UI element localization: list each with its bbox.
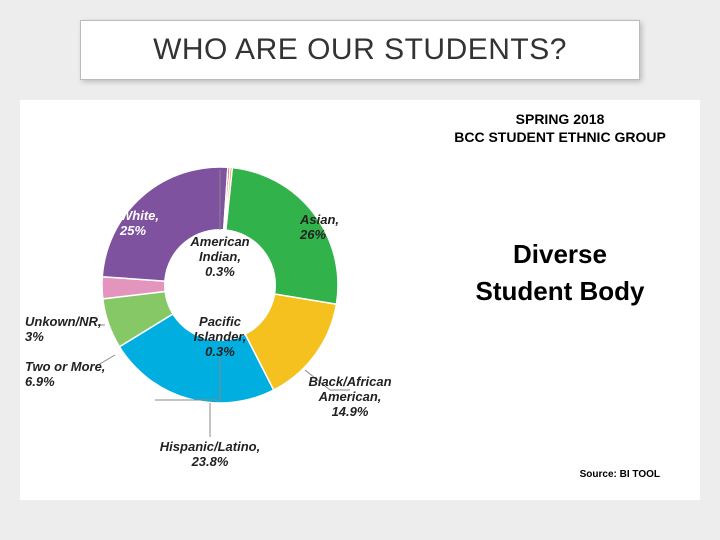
- label-unk: Unkown/NR,3%: [25, 315, 102, 345]
- page-title: WHO ARE OUR STUDENTS?: [153, 33, 567, 67]
- highlight-text: Diverse Student Body: [430, 236, 690, 309]
- label-black: Black/AfricanAmerican,14.9%: [308, 375, 391, 420]
- label-amind: AmericanIndian,0.3%: [190, 235, 249, 280]
- title-container: WHO ARE OUR STUDENTS?: [80, 20, 640, 80]
- label-hisp: Hispanic/Latino,23.8%: [160, 440, 260, 470]
- chart-subtitle: SPRING 2018 BCC STUDENT ETHNIC GROUP: [430, 110, 690, 146]
- label-pac: PacificIslander,0.3%: [194, 315, 247, 360]
- label-asian: Asian,26%: [300, 213, 339, 243]
- right-text-panel: SPRING 2018 BCC STUDENT ETHNIC GROUP Div…: [430, 110, 690, 309]
- leader-lines: [30, 120, 410, 480]
- label-white: White,25%: [120, 209, 159, 239]
- source-text: Source: BI TOOL: [580, 469, 660, 480]
- content-panel: Asian,26% White,25% Black/AfricanAmerican,…: [20, 100, 700, 500]
- label-two: Two or More,6.9%: [25, 360, 105, 390]
- donut-chart: Asian,26% White,25% Black/AfricanAmerican,…: [30, 120, 410, 480]
